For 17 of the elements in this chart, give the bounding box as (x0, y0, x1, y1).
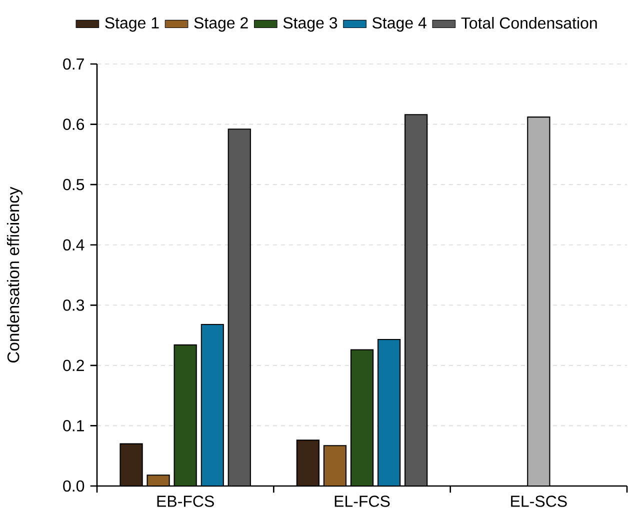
x-tick-label: EB-FCS (157, 496, 214, 507)
y-tick-label: 0.4 (63, 239, 84, 251)
legend-label: Stage 2 (194, 17, 248, 32)
legend-label: Total Condensation (461, 16, 597, 29)
legend-label: Stage 4 (372, 17, 426, 32)
legend-label: Stage 1 (105, 17, 159, 32)
x-tick-label: EL-SCS (511, 496, 567, 507)
x-tick-label: EL-FCS (334, 496, 390, 507)
y-tick-label: 0.6 (63, 118, 84, 130)
y-tick-label: 0.7 (63, 58, 84, 70)
y-axis-title: Condensation efficiency (6, 186, 22, 362)
y-tick-label: 0.0 (63, 480, 84, 492)
y-tick-label: 0.5 (63, 178, 84, 190)
y-tick-label: 0.1 (63, 420, 84, 432)
y-tick-label: 0.3 (63, 299, 84, 311)
legend-label: Stage 3 (283, 17, 338, 32)
y-tick-label: 0.2 (63, 360, 84, 372)
